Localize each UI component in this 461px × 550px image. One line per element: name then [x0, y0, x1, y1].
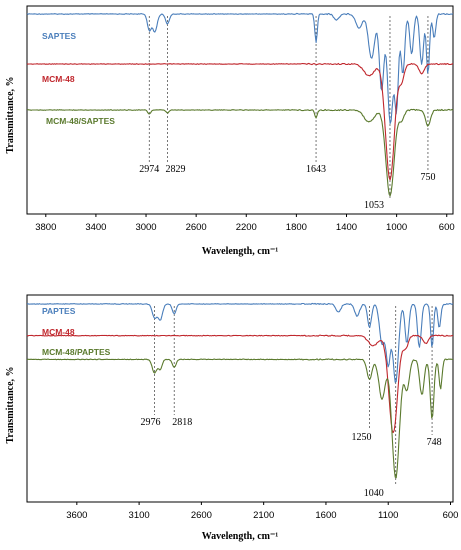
y-axis-label-top: Transmittance, % [5, 76, 16, 153]
peak-label: 1250 [352, 432, 372, 443]
series-line-paptes [27, 302, 454, 383]
x-axis-label-bottom: Wavelength, cm⁻¹ [202, 531, 279, 542]
peak-markers-top: 2974 2829 1643 1053 750 [139, 16, 435, 211]
peak-label: 2976 [141, 417, 161, 428]
x-tick-label: 3000 [135, 222, 156, 233]
chart-bottom: Transmittance, % Wavelength, cm⁻¹ 3600 31… [5, 294, 458, 542]
x-tick-label: 3400 [85, 222, 106, 233]
legend-label-mcm48-bottom: MCM-48 [42, 327, 75, 337]
legend-label-mcm48-top: MCM-48 [42, 74, 75, 84]
series-line-mcm-48-paptes [26, 358, 453, 479]
series-line-mcm-48-saptes [27, 108, 454, 197]
x-tick-label: 2600 [191, 510, 212, 521]
x-tick-label: 1600 [315, 510, 336, 521]
peak-label: 750 [420, 172, 435, 183]
x-tick-label: 1000 [386, 222, 407, 233]
peak-label: 1053 [364, 200, 384, 211]
plot-frame-bottom [26, 294, 454, 503]
x-ticks-bottom: 3600 3100 2600 2100 1600 1100 600 [66, 502, 458, 521]
peak-markers-bottom: 2976 2818 1250 1040 748 [141, 306, 442, 499]
series-group-top [26, 12, 454, 197]
series-group-bottom [26, 302, 454, 479]
legend-label-paptes: PAPTES [42, 306, 76, 316]
x-tick-label: 600 [439, 222, 455, 233]
x-tick-label: 2200 [236, 222, 257, 233]
peak-label: 1643 [306, 164, 326, 175]
x-tick-label: 1400 [336, 222, 357, 233]
legend-label-mcm48-paptes: MCM-48/PAPTES [42, 347, 111, 357]
peak-label: 2974 [139, 164, 159, 175]
x-ticks-top: 3800 3400 3000 2600 2200 1800 1400 1000 600 [35, 214, 455, 233]
peak-label: 2818 [172, 417, 192, 428]
x-tick-label: 3100 [129, 510, 150, 521]
x-tick-label: 600 [443, 510, 459, 521]
y-axis-label-bottom: Transmittance, % [5, 366, 16, 443]
peak-label: 2829 [165, 164, 185, 175]
series-line-mcm-48 [26, 334, 454, 434]
chart-top: Transmittance, % Wavelength, cm⁻¹ 3800 34… [5, 5, 455, 257]
x-tick-label: 1100 [378, 510, 398, 521]
x-tick-label: 3600 [66, 510, 87, 521]
x-tick-label: 3800 [35, 222, 56, 233]
x-tick-label: 2100 [253, 510, 274, 521]
peak-label: 748 [427, 437, 442, 448]
legend-label-saptes: SAPTES [42, 31, 76, 41]
x-tick-label: 2600 [186, 222, 207, 233]
legend-label-mcm48-saptes: MCM-48/SAPTES [46, 116, 115, 126]
series-line-saptes [26, 12, 454, 125]
x-tick-label: 1800 [286, 222, 307, 233]
series-line-mcm-48 [26, 62, 454, 181]
x-axis-label-top: Wavelength, cm⁻¹ [202, 246, 279, 257]
peak-label: 1040 [364, 488, 384, 499]
